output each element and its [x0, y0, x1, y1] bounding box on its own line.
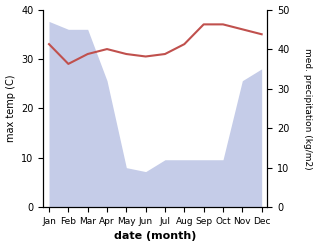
- Y-axis label: med. precipitation (kg/m2): med. precipitation (kg/m2): [303, 48, 313, 169]
- Y-axis label: max temp (C): max temp (C): [5, 75, 16, 142]
- X-axis label: date (month): date (month): [114, 231, 197, 242]
